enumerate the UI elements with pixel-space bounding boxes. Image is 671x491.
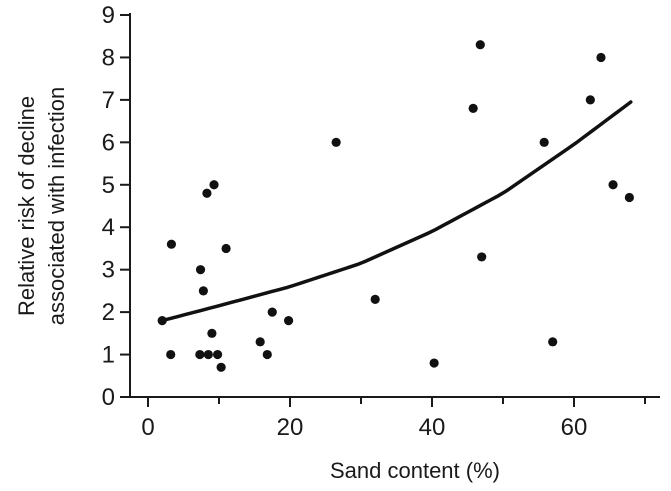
data-point (157, 316, 167, 326)
data-point (207, 328, 217, 338)
y-tick-label: 8 (102, 44, 115, 71)
data-point (370, 294, 380, 304)
x-axis-title: Sand content (%) (330, 458, 500, 483)
data-point (262, 349, 272, 360)
data-point (195, 349, 205, 360)
data-point (166, 239, 177, 249)
data-point (221, 243, 231, 254)
y-axis-title-line-1: Relative risk of decline (14, 96, 39, 316)
y-tick-label: 1 (102, 342, 115, 369)
data-points (157, 40, 634, 372)
data-point (209, 180, 219, 190)
data-point (166, 349, 176, 360)
y-tick-label: 5 (102, 172, 115, 199)
x-tick-label: 0 (141, 414, 154, 441)
y-tick-label: 0 (102, 384, 115, 411)
data-point (267, 307, 277, 317)
x-axis-ticks: 0 20 40 60 (141, 397, 646, 441)
data-point (624, 192, 634, 203)
y-axis-ticks: 0 1 2 3 4 5 6 7 8 9 (102, 2, 130, 411)
data-point (475, 40, 485, 50)
data-point (468, 103, 478, 113)
data-point (203, 349, 213, 360)
data-point (202, 188, 212, 198)
x-tick-label: 60 (561, 414, 588, 441)
y-tick-label: 9 (102, 2, 115, 29)
data-point (429, 358, 439, 368)
data-point (548, 337, 558, 347)
x-tick-label: 20 (277, 414, 304, 441)
y-tick-label: 3 (102, 257, 115, 284)
data-point (585, 95, 595, 105)
y-tick-label: 4 (102, 214, 115, 241)
y-tick-label: 2 (102, 299, 115, 326)
y-tick-label: 6 (102, 129, 115, 156)
data-point (255, 337, 265, 347)
data-point (195, 265, 206, 275)
data-point (608, 180, 618, 190)
data-point (198, 286, 208, 296)
x-tick-label: 40 (419, 414, 446, 441)
data-point (283, 316, 294, 326)
data-point (539, 137, 549, 147)
trend-line (160, 100, 633, 323)
y-tick-label: 7 (102, 87, 115, 114)
data-point (212, 349, 223, 360)
data-point (216, 362, 226, 372)
data-point (477, 252, 487, 262)
data-point (596, 52, 606, 63)
data-point (331, 137, 341, 147)
y-axis-title-line-2: associated with infection (44, 87, 69, 325)
